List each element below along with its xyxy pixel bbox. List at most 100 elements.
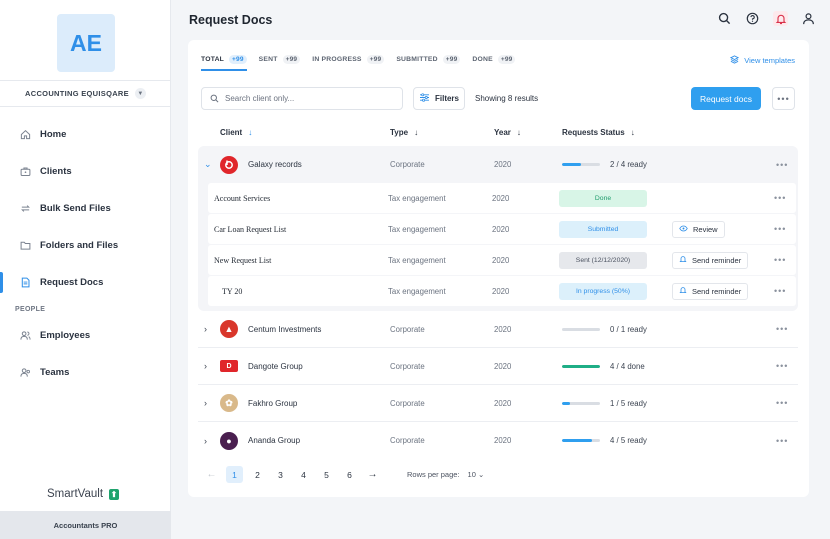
row-more-icon[interactable]: •••: [776, 324, 789, 334]
request-name[interactable]: Car Loan Request List: [214, 224, 287, 234]
row-more-icon[interactable]: •••: [776, 159, 789, 170]
row-more-icon[interactable]: •••: [776, 435, 789, 446]
table-row[interactable]: › D Dangote Group Corporate 2020 4 / 4 done ••…: [198, 348, 798, 385]
column-client[interactable]: Client ↓: [220, 128, 252, 137]
row-more-icon[interactable]: •••: [776, 398, 789, 408]
search-box[interactable]: [201, 87, 403, 110]
org-avatar[interactable]: AE: [57, 14, 115, 72]
request-rows: Account Services Tax engagement 2020 Done ••…: [198, 183, 798, 306]
table-row[interactable]: › ▲ Centum Investments Corporate 2020 0 / 1 r…: [198, 311, 798, 348]
view-templates-label: View templates: [744, 56, 795, 65]
search-input[interactable]: [225, 94, 395, 103]
search-icon[interactable]: [717, 11, 732, 26]
tab-sent[interactable]: SENT +99: [259, 52, 301, 66]
request-docs-button[interactable]: Request docs: [691, 87, 761, 110]
client-name[interactable]: Galaxy records: [248, 160, 302, 169]
more-cell: •••: [776, 385, 788, 421]
chevron-right-icon[interactable]: ›: [204, 398, 207, 408]
page-3-button[interactable]: 3: [278, 469, 283, 480]
status-badge: In progress (50%): [559, 282, 647, 300]
row-more-icon[interactable]: •••: [774, 224, 787, 234]
row-more-icon[interactable]: •••: [774, 286, 787, 296]
request-name[interactable]: TY 20: [222, 286, 243, 296]
sidebar-item-label: Teams: [40, 367, 70, 378]
chevron-down-icon[interactable]: ▼: [134, 88, 146, 99]
request-name[interactable]: New Request List: [214, 255, 272, 265]
request-status-cell: Done: [559, 183, 647, 213]
page-2-button[interactable]: 2: [255, 469, 260, 480]
client-type: Corporate: [390, 160, 425, 169]
table-row[interactable]: › ● Ananda Group Corporate 2020 4 / 5 ready ••…: [198, 422, 798, 459]
tab-total[interactable]: TOTAL +99: [201, 52, 247, 71]
client-name[interactable]: Fakhro Group: [248, 398, 298, 408]
row-more-icon[interactable]: •••: [774, 255, 787, 265]
tab-in-progress[interactable]: IN PROGRESS +99: [312, 52, 385, 66]
tab-done[interactable]: DONE +99: [472, 52, 516, 66]
chevron-right-icon[interactable]: ›: [204, 361, 207, 371]
client-name[interactable]: Ananda Group: [248, 436, 301, 445]
client-year: 2020: [494, 361, 512, 371]
request-type-cell: Tax engagement: [388, 183, 446, 213]
column-type[interactable]: Type ↓: [390, 128, 418, 137]
sidebar-item-request-docs[interactable]: Request Docs: [0, 264, 171, 301]
client-type: Corporate: [390, 324, 425, 334]
page-6-button[interactable]: 6: [347, 469, 352, 480]
help-icon[interactable]: [745, 11, 760, 26]
client-name[interactable]: Dangote Group: [248, 361, 303, 371]
tab-submitted[interactable]: SUBMITTED +99: [396, 52, 461, 66]
sync-icon: [20, 203, 31, 214]
page-5-button[interactable]: 5: [324, 469, 329, 480]
send-reminder-button[interactable]: Send reminder: [672, 282, 749, 300]
request-name-cell: TY 20: [222, 276, 242, 306]
request-more-cell: •••: [774, 183, 786, 213]
column-year[interactable]: Year ↓: [494, 128, 521, 137]
action-label: Send reminder: [692, 286, 742, 296]
row-more-icon[interactable]: •••: [774, 193, 787, 203]
sidebar-item-teams[interactable]: Teams: [0, 354, 171, 391]
request-row[interactable]: TY 20 Tax engagement 2020 In progress (50%)…: [208, 276, 796, 306]
request-row[interactable]: Car Loan Request List Tax engagement 2020 S…: [208, 214, 796, 244]
page-4-button[interactable]: 4: [301, 469, 306, 480]
table-row[interactable]: › ✿ Fakhro Group Corporate 2020 1 / 5 ready ••…: [198, 385, 798, 422]
sidebar-item-clients[interactable]: Clients: [0, 153, 171, 190]
top-toolbar: [717, 11, 816, 26]
client-name-cell: Dangote Group: [248, 348, 303, 384]
request-type-cell: Tax engagement: [388, 214, 446, 244]
filters-button[interactable]: Filters: [413, 87, 465, 110]
page-1-button[interactable]: 1: [226, 466, 243, 483]
row-more-icon[interactable]: •••: [776, 361, 789, 371]
sidebar-item-home[interactable]: Home: [0, 116, 171, 153]
notifications-bell-icon[interactable]: [773, 11, 788, 26]
sidebar-item-employees[interactable]: Employees: [0, 317, 171, 354]
status-badge: Submitted: [559, 220, 647, 238]
chevron-right-icon[interactable]: ›: [204, 435, 207, 446]
user-profile-icon[interactable]: [801, 11, 816, 26]
review-button[interactable]: Review: [672, 220, 725, 238]
sidebar-item-folders-and-files[interactable]: Folders and Files: [0, 227, 171, 264]
sort-arrow-icon: ↓: [516, 128, 521, 137]
sort-arrow-icon: ↓: [630, 128, 635, 137]
chevron-right-icon[interactable]: ›: [204, 324, 207, 334]
request-name[interactable]: Account Services: [214, 193, 271, 203]
request-row[interactable]: Account Services Tax engagement 2020 Done ••…: [208, 183, 796, 213]
client-name-cell: Fakhro Group: [248, 385, 297, 421]
table-row[interactable]: ⌄ Galaxy records Corporate 2020 2 / 4 re…: [198, 146, 798, 183]
logo-cell: D: [220, 348, 238, 384]
progress-cell: 4 / 4 done: [562, 348, 645, 384]
sidebar-item-bulk-send-files[interactable]: Bulk Send Files: [0, 190, 171, 227]
request-row[interactable]: New Request List Tax engagement 2020 Sent (…: [208, 245, 796, 275]
column-requests-status[interactable]: Requests Status ↓: [562, 128, 635, 137]
client-logo: D: [220, 360, 238, 372]
client-name[interactable]: Centum Investments: [248, 324, 322, 334]
section-heading-people: PEOPLE: [15, 306, 46, 313]
rows-per-page-select[interactable]: 10 ⌄: [468, 470, 485, 479]
view-templates-link[interactable]: View templates: [730, 55, 795, 66]
send-reminder-button[interactable]: Send reminder: [672, 251, 749, 269]
smartvault-mark-icon: ⬆: [109, 488, 120, 500]
prev-page-arrow-icon[interactable]: ←: [206, 469, 217, 480]
chevron-down-icon[interactable]: ⌄: [204, 159, 212, 169]
request-type: Tax engagement: [388, 193, 446, 203]
next-page-arrow-icon[interactable]: →: [367, 469, 378, 480]
org-switcher[interactable]: ACCOUNTING EQUISQARE ▼: [0, 80, 171, 107]
more-options-button[interactable]: •••: [772, 87, 795, 110]
